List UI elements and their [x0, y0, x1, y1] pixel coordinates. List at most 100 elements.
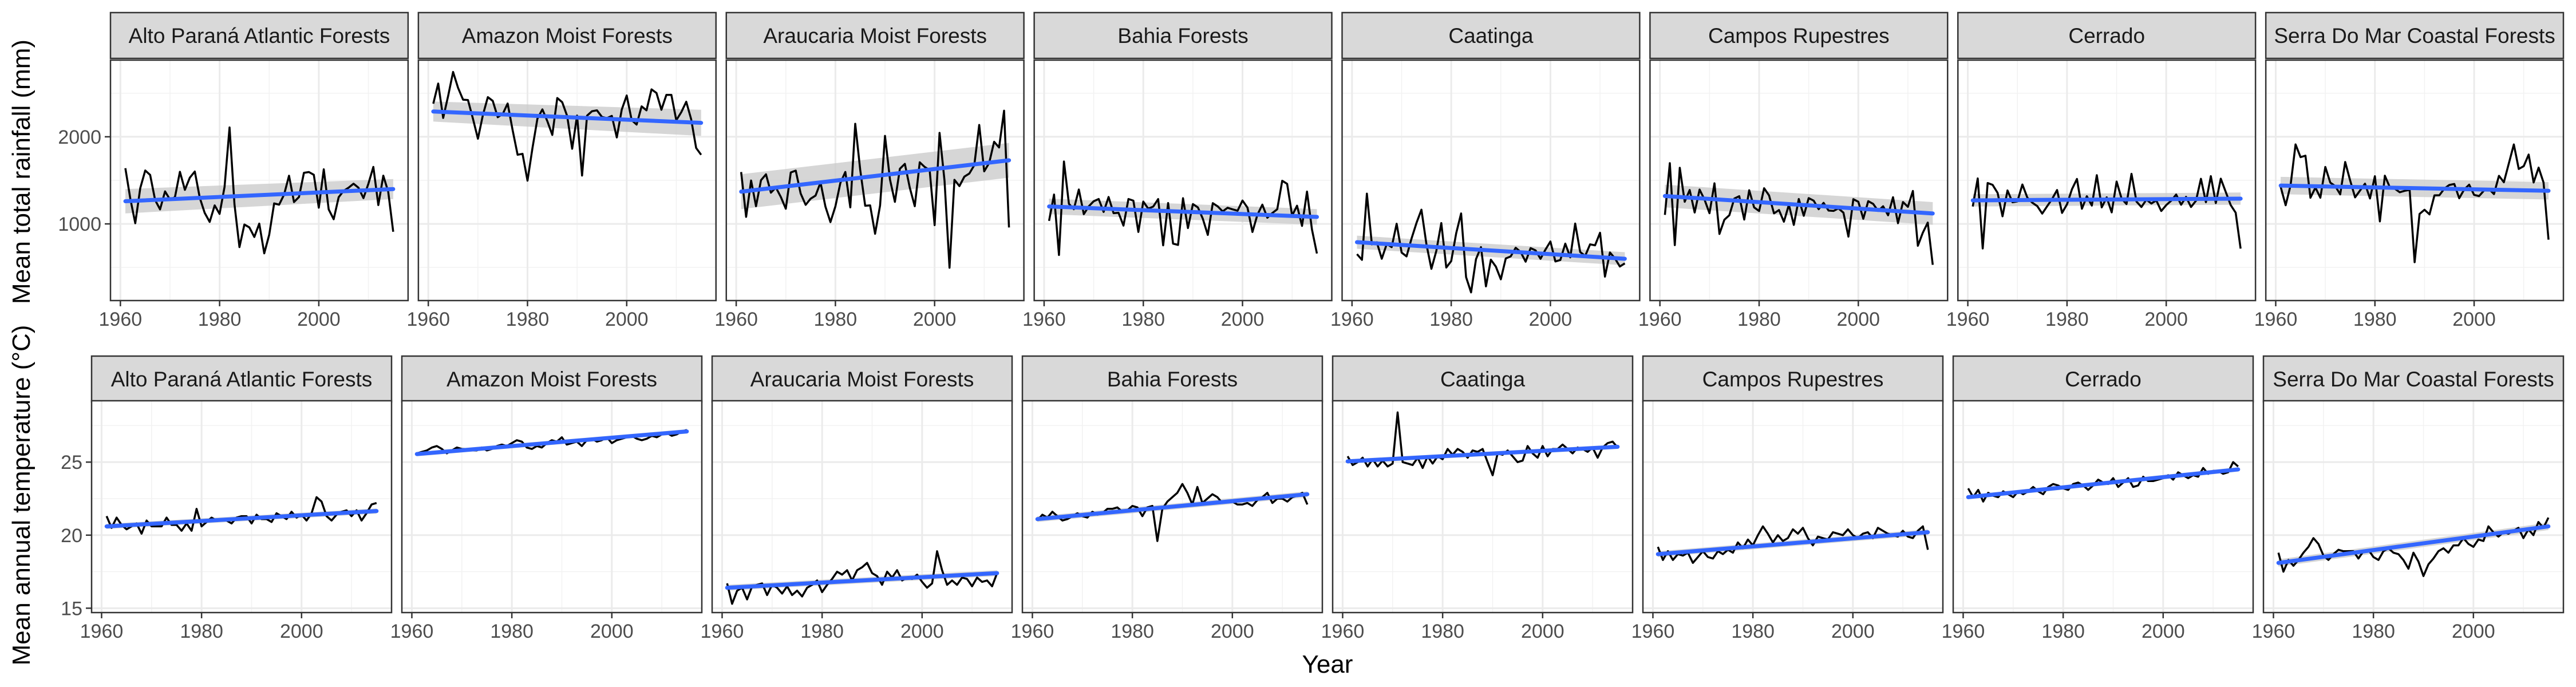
panel-background — [92, 401, 392, 613]
facet-caatinga-0: Caatinga 1960 1980 2000 — [1330, 11, 1641, 330]
y-tick-label: 2000 — [58, 127, 101, 148]
x-tick-label: 2000 — [2452, 621, 2495, 642]
facet-strip-label: Bahia Forests — [1117, 24, 1248, 48]
facet-araucaria-moist-forests-1: Araucaria Moist Forests 1960 1980 2000 — [701, 355, 1013, 642]
facet-strip-label: Alto Paraná Atlantic Forests — [129, 24, 390, 48]
facet-strip — [2262, 355, 2565, 403]
x-tick-label: 1960 — [2252, 621, 2296, 642]
observed-series-line — [740, 109, 1010, 269]
facet-strip-label: Bahia Forests — [1107, 368, 1238, 391]
x-tick-label: 1960 — [1011, 621, 1054, 642]
facet-strip — [1649, 11, 1949, 60]
facet-strip-label: Campos Rupestres — [1708, 24, 1890, 48]
panel-border — [2262, 400, 2565, 614]
trend-line — [1047, 204, 1319, 219]
x-tick-label: 1960 — [390, 621, 434, 642]
x-tick-label: 1960 — [99, 309, 143, 330]
x-tick-label: 1960 — [701, 621, 744, 642]
facet-strip-label: Serra Do Mar Coastal Forests — [2274, 24, 2555, 48]
trend-line — [2276, 524, 2551, 565]
panel-background — [1333, 401, 1633, 613]
panel-border — [725, 59, 1025, 302]
x-tick-label: 1980 — [1421, 621, 1464, 642]
x-tick-label: 2000 — [280, 621, 323, 642]
panel-border — [1649, 59, 1949, 302]
facet-strip — [1957, 11, 2257, 60]
facet-serra-do-mar-coastal-forests-0: Serra Do Mar Coastal Forests 1960 1980 2000 — [2254, 11, 2565, 330]
x-tick-label: 2000 — [2144, 309, 2188, 330]
trend-line — [1970, 196, 2243, 203]
facet-strip-label: Cerrado — [2068, 24, 2145, 48]
trend-line — [1354, 240, 1627, 261]
x-tick-label: 1960 — [2254, 309, 2298, 330]
x-tick-label: 2000 — [1521, 621, 1564, 642]
x-tick-label: 1960 — [714, 309, 758, 330]
facet-strip — [109, 11, 409, 60]
panel-border — [90, 400, 393, 614]
x-tick-label: 2000 — [2452, 309, 2496, 330]
x-tick-label: 1980 — [506, 309, 550, 330]
trend-line — [1345, 444, 1620, 464]
facet-strip-label: Caatinga — [1448, 24, 1534, 48]
panel-border — [1952, 400, 2254, 614]
observed-series-line — [105, 496, 377, 535]
x-tick-label: 2000 — [1831, 621, 1875, 642]
panel-background — [2263, 401, 2563, 613]
panel-border — [109, 59, 409, 302]
x-tick-label: 1980 — [1429, 309, 1473, 330]
trend-line — [431, 109, 704, 125]
facet-strip-label: Alto Paraná Atlantic Forests — [111, 368, 373, 391]
y-tick-label: 1000 — [58, 214, 101, 235]
facet-strip — [711, 355, 1013, 403]
facet-strip-label: Araucaria Moist Forests — [763, 24, 987, 48]
facet-strip-label: Caatinga — [1440, 368, 1526, 391]
x-tick-label: 1980 — [2352, 621, 2395, 642]
x-tick-label: 1980 — [2041, 621, 2085, 642]
facet-bahia-forests-0: Bahia Forests 1960 1980 2000 — [1022, 11, 1333, 330]
trend-line — [739, 158, 1012, 194]
facet-strip — [2265, 11, 2565, 60]
x-tick-label: 1980 — [2353, 309, 2397, 330]
x-tick-label: 2000 — [1529, 309, 1573, 330]
x-tick-label: 1960 — [1022, 309, 1066, 330]
facet-strip-label: Campos Rupestres — [1702, 368, 1884, 391]
facet-campos-rupestres-1: Campos Rupestres 1960 1980 2000 — [1631, 355, 1944, 642]
panel-border — [1642, 400, 1944, 614]
x-tick-label: 2000 — [590, 621, 634, 642]
x-tick-label: 2000 — [297, 309, 341, 330]
x-tick-label: 1960 — [1321, 621, 1365, 642]
facet-alto-parana-atlantic-forests-1: Alto Paraná Atlantic Forests 1960 1980 2000 — [80, 355, 393, 642]
x-tick-label: 1980 — [198, 309, 242, 330]
observed-series-line — [1356, 192, 1626, 294]
y-tick-label: 25 — [61, 452, 82, 473]
observed-series-line — [2279, 143, 2550, 263]
x-axis-title: Year — [1302, 650, 1353, 678]
observed-series-line — [1048, 160, 1318, 256]
panel-border — [1021, 400, 1323, 614]
trend-line — [123, 187, 396, 204]
y-tick-label: 20 — [61, 525, 82, 547]
x-tick-label: 2000 — [913, 309, 957, 330]
panel-border — [2265, 59, 2565, 302]
x-tick-label: 1960 — [406, 309, 450, 330]
rainfall-y-axis-title: Mean total rainfall (mm) — [7, 40, 35, 304]
facet-strip — [1952, 355, 2254, 403]
x-tick-label: 2000 — [605, 309, 649, 330]
facet-bahia-forests-1: Bahia Forests 1960 1980 2000 — [1011, 355, 1323, 642]
facet-strip-label: Serra Do Mar Coastal Forests — [2273, 368, 2554, 391]
facet-strip — [1332, 355, 1634, 403]
facet-araucaria-moist-forests-0: Araucaria Moist Forests 1960 1980 2000 — [714, 11, 1025, 330]
facet-amazon-moist-forests-0: Amazon Moist Forests 1960 1980 2000 — [406, 11, 717, 330]
trend-line — [1662, 194, 1935, 216]
facet-strip — [1021, 355, 1323, 403]
facet-alto-parana-atlantic-forests-0: Alto Paraná Atlantic Forests 1960 1980 2000 — [99, 11, 409, 330]
facet-campos-rupestres-0: Campos Rupestres 1960 1980 2000 — [1638, 11, 1949, 330]
x-tick-label: 1980 — [490, 621, 534, 642]
trend-line — [725, 571, 999, 590]
x-tick-label: 1980 — [1731, 621, 1775, 642]
facet-strip — [401, 355, 703, 403]
facet-strip-label: Araucaria Moist Forests — [750, 368, 974, 391]
x-tick-label: 1980 — [800, 621, 844, 642]
x-tick-label: 1960 — [1330, 309, 1374, 330]
